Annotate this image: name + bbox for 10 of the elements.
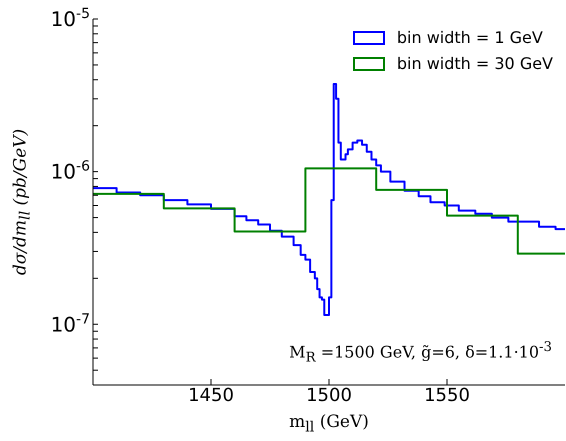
y-tick-label: 10$^{-5}$ — [50, 6, 90, 31]
x-tick-label: 1550 — [424, 385, 470, 406]
x-tick-label: 1500 — [306, 385, 352, 406]
legend-label: bin width = 1 GeV — [396, 27, 543, 49]
x-axis-title: m$_{ll}$ (GeV) — [288, 412, 370, 436]
y-tick-label: 10$^{-7}$ — [50, 311, 90, 336]
annotation: M$_{R}$ =1500 GeV, g̃=6, δ=1.1·10$^{-3}$ — [289, 340, 552, 366]
x-tick-label: 1450 — [188, 385, 234, 406]
y-tick-label: 10$^{-6}$ — [50, 158, 90, 184]
legend-label: bin width = 30 GeV — [396, 53, 553, 75]
